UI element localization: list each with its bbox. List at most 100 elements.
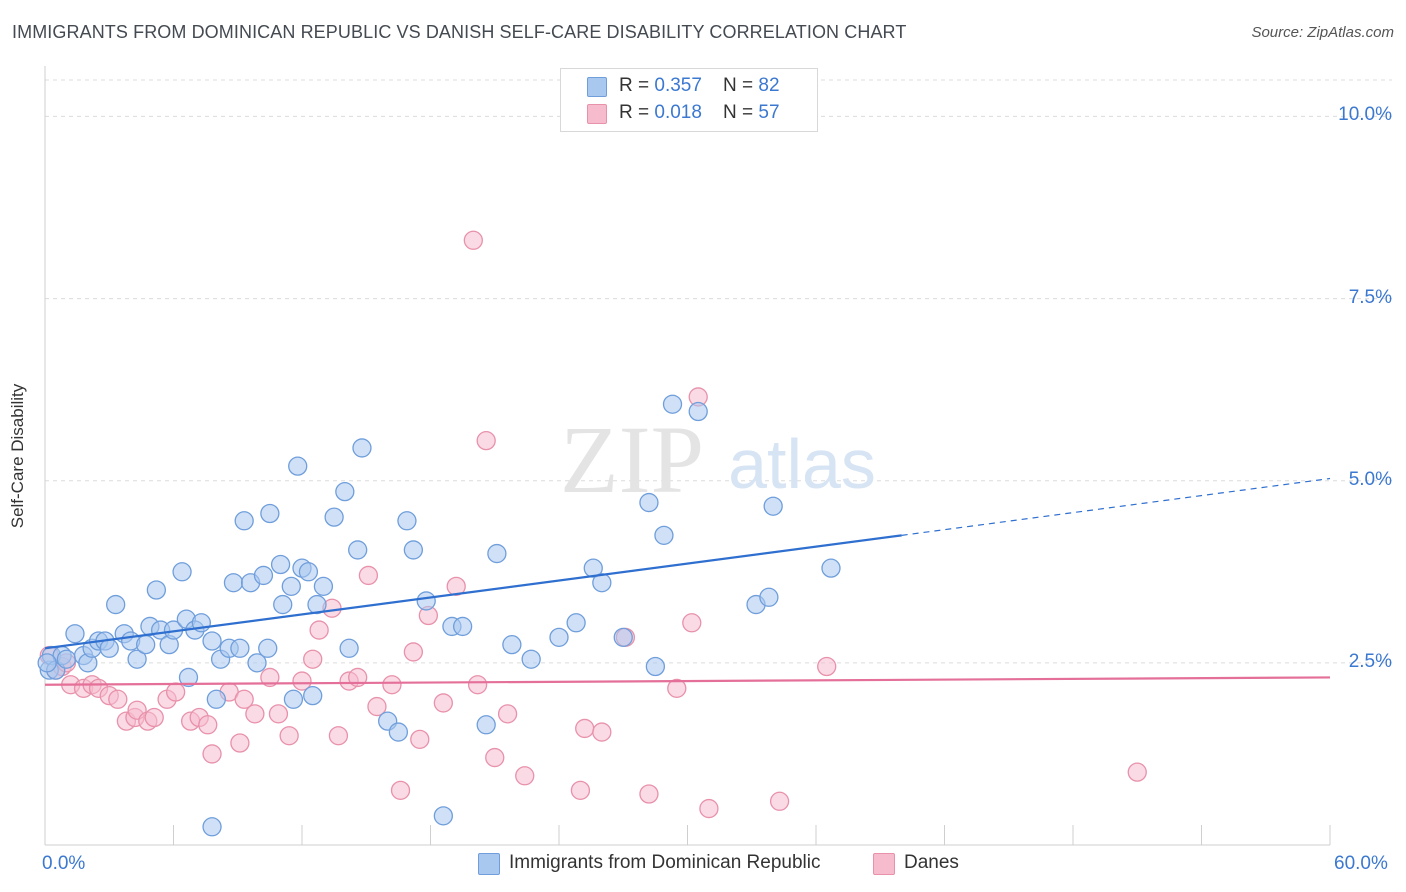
legend-r-value: 0.357 [654, 75, 702, 96]
dominican-point [206, 689, 226, 709]
dominican-point [247, 653, 267, 673]
dominican-point [348, 540, 368, 560]
danes-point [433, 693, 454, 713]
dominican-point [230, 638, 250, 658]
y-tick-label: 10.0% [1338, 104, 1392, 126]
dominican-point [352, 438, 372, 458]
series-swatch-blue [478, 853, 500, 875]
dominican-point [281, 576, 301, 597]
danes-point [165, 682, 186, 702]
legend-n-label: N = [723, 75, 759, 96]
legend-swatch-pink [587, 104, 607, 124]
dominican-point [521, 649, 541, 669]
dominican-point [639, 492, 659, 513]
legend-r-label: R = [619, 102, 655, 123]
danes-point [108, 689, 128, 709]
danes-point [303, 649, 323, 669]
danes-point [592, 722, 612, 742]
y-tick-label: 2.5% [1348, 650, 1392, 672]
dominican-point [298, 562, 319, 582]
dominican-point [324, 507, 344, 527]
dominican-point [397, 511, 417, 531]
legend-n-label: N = [723, 102, 759, 123]
danes-point [1127, 762, 1147, 782]
danes-point [682, 613, 702, 633]
danes-point [279, 726, 299, 746]
dominican-trend-extension [901, 477, 1331, 536]
dominican-point [253, 565, 274, 586]
danes-point [202, 744, 222, 764]
dominican-point [645, 656, 666, 677]
dominican-point [763, 496, 783, 516]
dominican-point [303, 685, 323, 706]
dominican-point [99, 638, 119, 658]
danes-point [198, 715, 218, 735]
legend-swatch-blue [587, 77, 607, 97]
dominican-point [688, 401, 708, 422]
watermark: ZIP atlas [560, 406, 876, 513]
dominican-point [502, 634, 522, 655]
dominican-point [566, 613, 586, 633]
dominican-point [270, 554, 291, 575]
danes-point [403, 642, 424, 662]
dominican-point [146, 580, 167, 600]
trend-lines [44, 477, 1331, 686]
danes-point [575, 718, 595, 739]
danes-point [328, 726, 349, 746]
danes-point [260, 667, 280, 688]
dominican-point [234, 511, 254, 531]
source-credit: Source: ZipAtlas.com [1251, 24, 1394, 41]
dominican-point [106, 594, 126, 615]
x-tick-label-min: 0.0% [42, 853, 86, 874]
dominican-point [260, 503, 280, 524]
dominican-point [388, 722, 409, 742]
danes-point [515, 766, 535, 786]
dominican-point [476, 715, 496, 735]
danes-point [410, 729, 430, 750]
dominican-point [416, 591, 436, 611]
x-tick-label-max: 60.0% [1334, 853, 1388, 874]
legend-n-value: 57 [758, 102, 780, 123]
dominican-point [403, 540, 424, 560]
danes-point [144, 707, 164, 728]
axes [44, 66, 1331, 846]
danes-point [390, 780, 411, 801]
dominican-point [335, 481, 355, 502]
danes-point [639, 784, 659, 804]
danes-point [769, 791, 790, 811]
danes-point [358, 565, 379, 586]
dominican-point [613, 627, 633, 648]
dominican-point [821, 558, 841, 578]
dominican-point [288, 456, 308, 476]
series-name-dominican: Immigrants from Dominican Republic [509, 852, 821, 873]
danes-point [463, 230, 483, 250]
dominican-point [549, 627, 569, 648]
dominican-point [56, 649, 77, 669]
dominican-point [283, 689, 304, 709]
danes-point [699, 798, 719, 819]
y-tick-label: 5.0% [1348, 468, 1392, 490]
series-swatch-pink [873, 853, 895, 875]
dominican-point [127, 649, 147, 669]
danes-point [446, 576, 466, 597]
dominican-point [487, 543, 507, 564]
danes-trend-line [44, 676, 1331, 686]
danes-point [230, 733, 250, 753]
dominican-point [258, 638, 278, 658]
danes-point [467, 675, 488, 695]
dominican-point [37, 653, 57, 673]
stats-legend: R = 0.357 N = 82 R = 0.018 N = 57 [560, 68, 818, 132]
dominican-point [452, 616, 473, 637]
danes-point [667, 678, 687, 699]
dominican-points [37, 394, 841, 837]
dominican-point [307, 594, 327, 615]
dominican-point [202, 631, 222, 651]
danes-point [367, 696, 387, 717]
watermark-zip: ZIP [560, 406, 704, 513]
danes-point [570, 780, 591, 801]
dominican-point [273, 594, 293, 615]
danes-point [382, 675, 402, 695]
danes-point [817, 656, 837, 677]
danes-point [292, 671, 312, 691]
